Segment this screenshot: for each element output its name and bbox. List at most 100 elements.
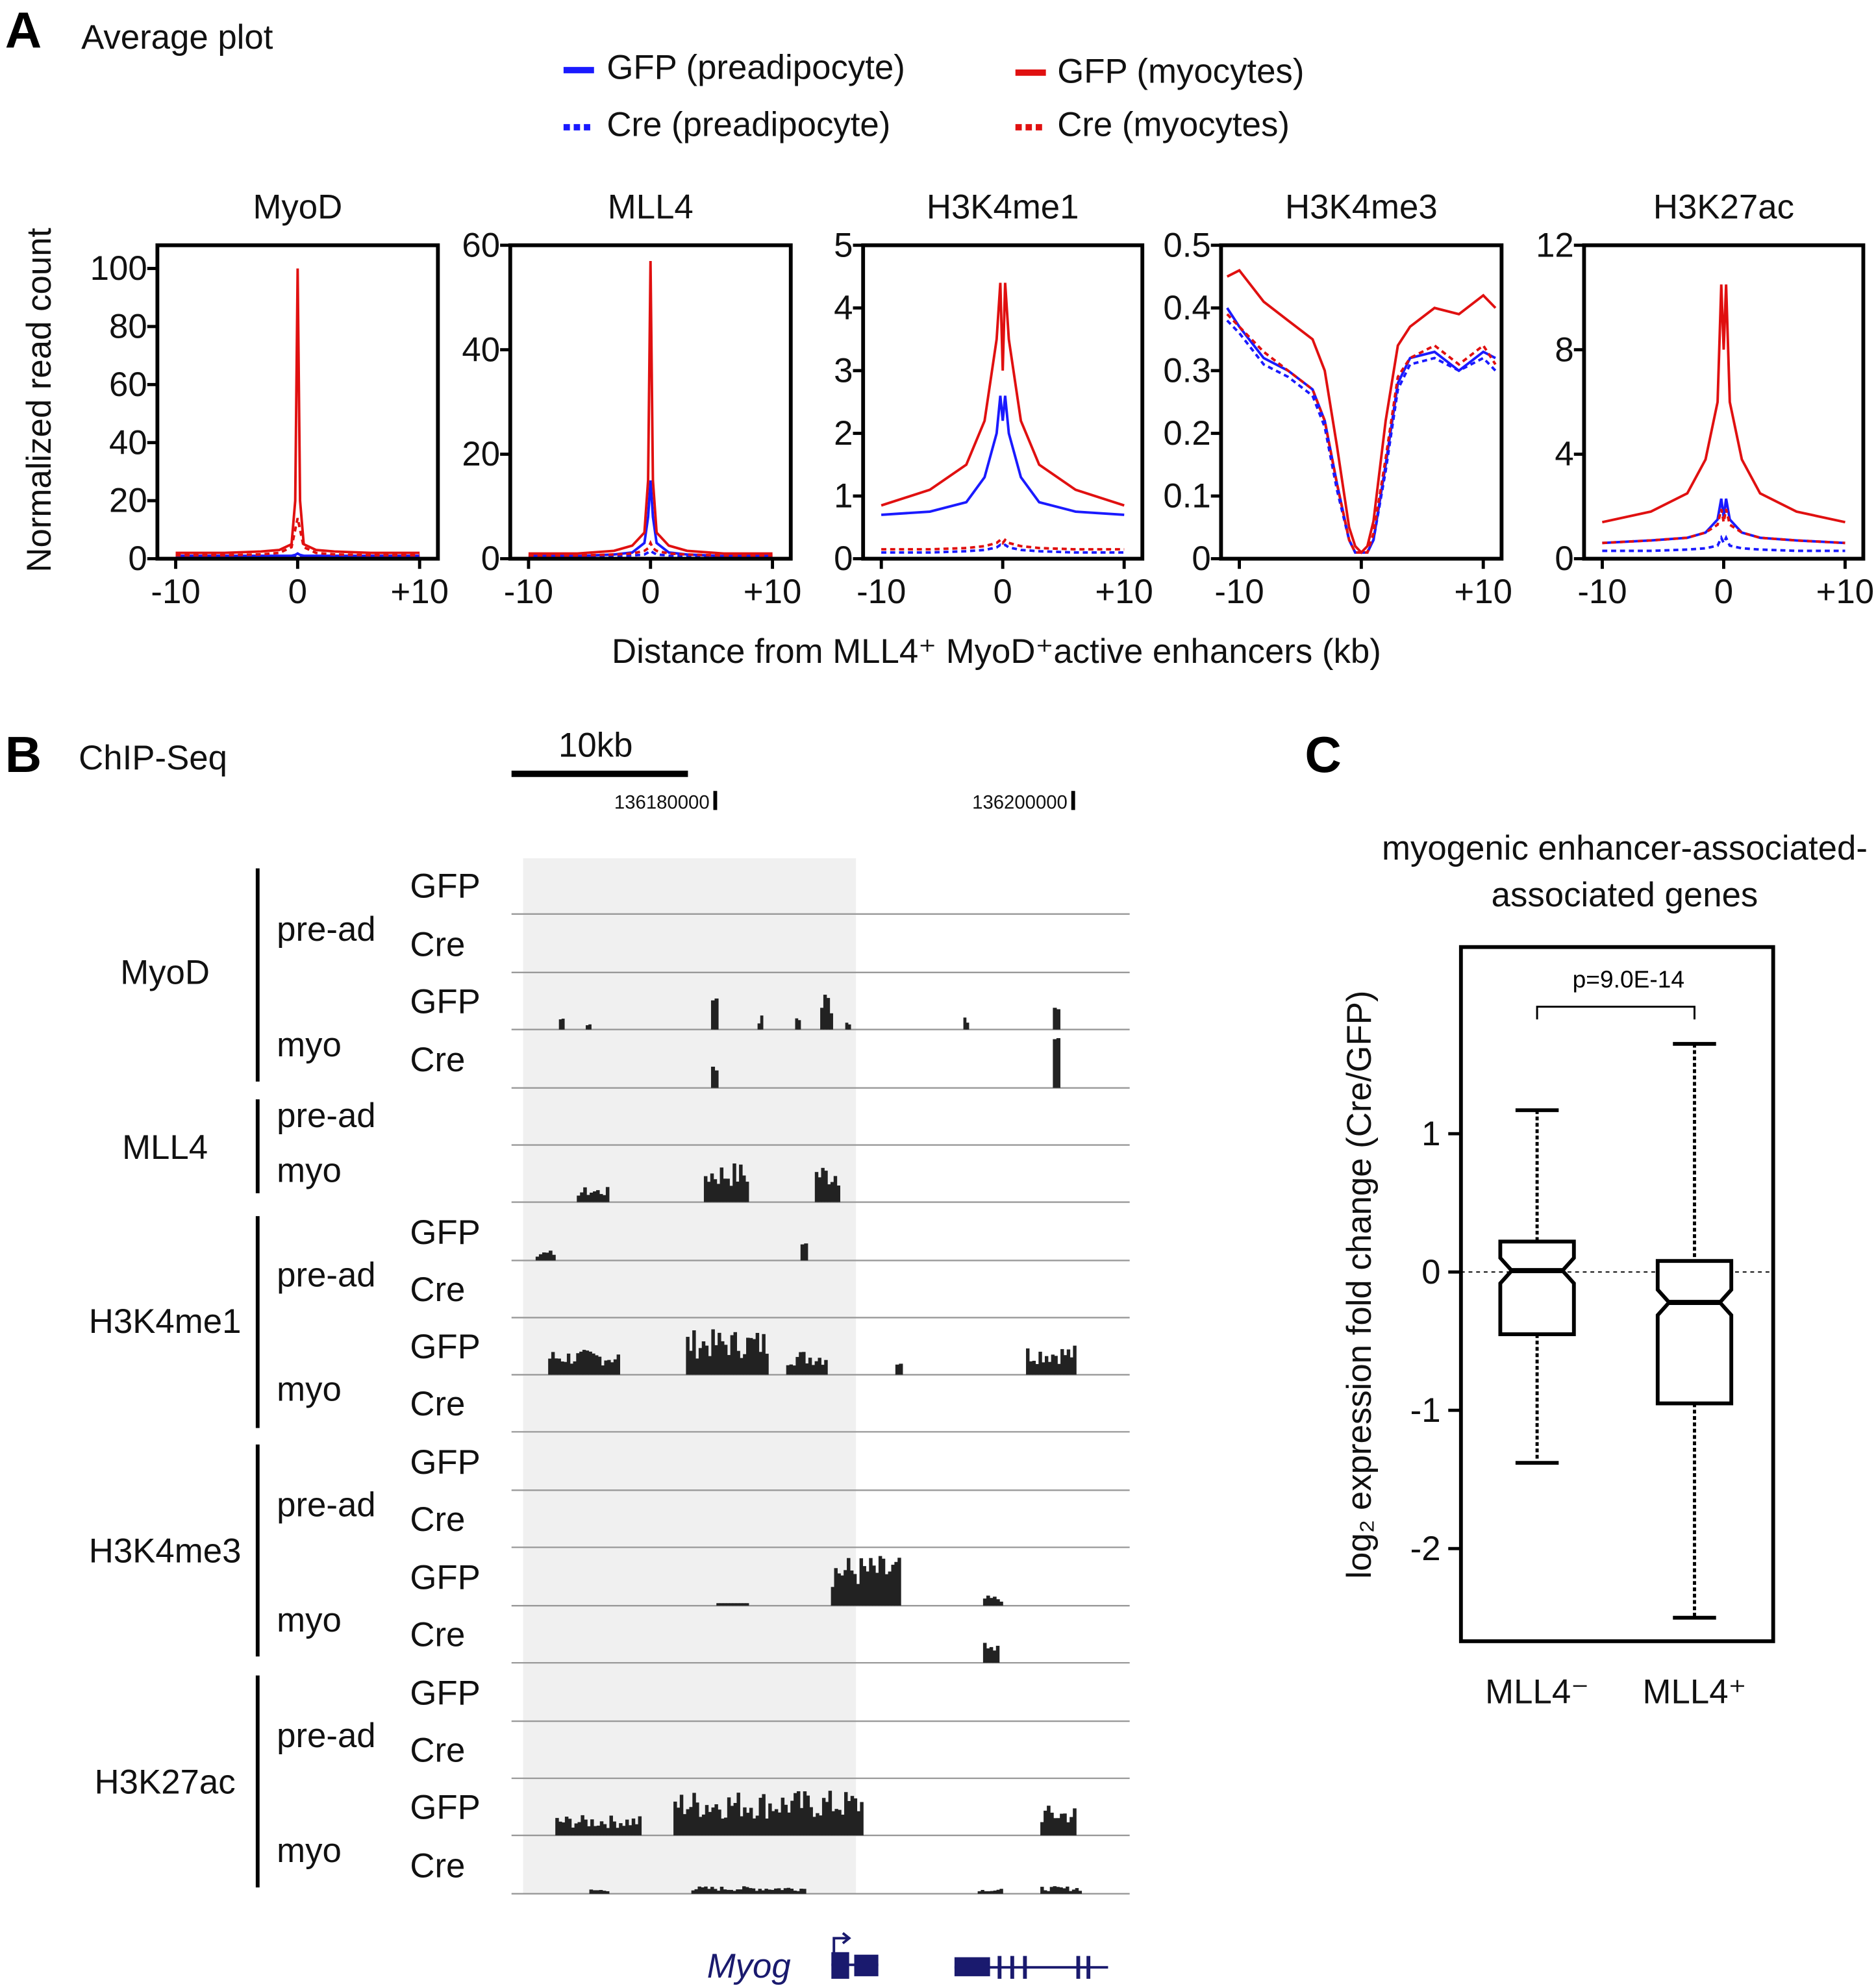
- signal-bar: [780, 1890, 784, 1894]
- signal-bar: [584, 1819, 588, 1835]
- series-line: [528, 549, 773, 558]
- signal-bar: [795, 1357, 799, 1375]
- signal-bar: [768, 1803, 772, 1835]
- x-tick-label: +10: [390, 573, 449, 611]
- signal-bar: [786, 1365, 790, 1375]
- sample-label: Cre: [410, 1041, 465, 1079]
- signal-bar: [716, 1891, 721, 1894]
- signal-bar: [1071, 1889, 1076, 1894]
- signal-bar: [806, 1795, 810, 1835]
- signal-bar: [762, 1794, 766, 1835]
- signal-bar: [891, 1565, 895, 1606]
- boxplot-y-label: log₂ expression fold change (Cre/GFP): [1340, 991, 1379, 1579]
- signal-bar: [560, 1361, 564, 1375]
- x-tick-label: -10: [1214, 573, 1264, 611]
- signal-bar: [1066, 1886, 1069, 1894]
- chart-title: H3K4me1: [927, 188, 1079, 227]
- signal-bar: [710, 1887, 714, 1894]
- signal-bar: [691, 1890, 695, 1894]
- signal-bar: [831, 1587, 835, 1606]
- y-tick-label: 0.5: [1163, 226, 1210, 264]
- signal-bar: [774, 1888, 778, 1894]
- signal-bar: [689, 1350, 693, 1375]
- gene-exon: [1023, 1956, 1027, 1979]
- y-tick-label: 80: [109, 308, 147, 346]
- signal-bar: [551, 1352, 555, 1375]
- signal-bar: [999, 1889, 1003, 1894]
- signal-bar: [984, 1891, 988, 1894]
- x-tick-label: +10: [1095, 573, 1153, 611]
- signal-bar: [723, 1178, 727, 1202]
- signal-bar: [768, 1889, 771, 1894]
- signal-bar: [804, 1243, 808, 1261]
- signal-bar: [593, 1826, 597, 1835]
- signal-bar: [716, 1603, 720, 1606]
- signal-bar: [757, 1023, 761, 1030]
- track: [511, 995, 1130, 1030]
- sample-label: GFP: [410, 982, 480, 1021]
- y-tick-label: 60: [109, 366, 147, 404]
- signal-bar: [719, 1886, 724, 1894]
- signal-bar: [628, 1825, 632, 1835]
- signal-bar: [612, 1821, 616, 1835]
- signal-bar: [557, 1358, 561, 1375]
- category-label: MLL4⁺: [1643, 1673, 1747, 1711]
- signal-bar: [742, 1603, 746, 1606]
- signal-bar: [695, 1802, 699, 1835]
- signal-bar: [713, 1889, 718, 1894]
- signal-bar: [710, 1066, 716, 1088]
- signal-bar: [740, 1358, 744, 1375]
- y-tick-label: 8: [1555, 330, 1573, 369]
- gene-exon: [1086, 1956, 1091, 1979]
- signal-bar: [592, 1890, 597, 1894]
- signal-bar: [698, 1348, 703, 1375]
- signal-bar: [701, 1887, 705, 1894]
- x-tick-label: 0: [641, 573, 660, 611]
- signal-bar: [765, 1354, 769, 1375]
- signal-bar: [749, 1808, 753, 1835]
- sample-label: GFP: [410, 867, 480, 905]
- signal-bar: [816, 1813, 819, 1835]
- signal-bar: [580, 1192, 584, 1202]
- signal-bar: [679, 1795, 684, 1835]
- signal-bar: [579, 1351, 583, 1375]
- signal-bar: [726, 1178, 730, 1202]
- track-group-h3k4me1: H3K4me1 pre-ad GFP Cre myo GFP Cre: [89, 1213, 481, 1428]
- sample-label: Cre: [410, 1616, 465, 1654]
- signal-bar: [803, 1791, 807, 1835]
- gene-exon: [954, 1957, 990, 1976]
- signal-bar: [833, 1176, 838, 1202]
- signal-bar: [1040, 1887, 1044, 1894]
- signal-bar: [1029, 1361, 1033, 1375]
- y-tick-label: 1: [834, 477, 853, 516]
- significance-bracket: [1536, 1006, 1695, 1020]
- signal-bar: [577, 1195, 581, 1202]
- sample-label: GFP: [410, 1443, 480, 1482]
- signal-bar: [1060, 1348, 1064, 1375]
- signal-bar: [977, 1891, 982, 1894]
- panel-label-a: A: [5, 1, 42, 58]
- signal-bar: [599, 1821, 604, 1835]
- signal-bar: [726, 1603, 730, 1606]
- signal-bar: [821, 1365, 825, 1375]
- signal-bar: [748, 1888, 753, 1894]
- signal-bar: [1069, 1817, 1073, 1835]
- signal-bar: [738, 1603, 743, 1606]
- gene-exon: [997, 1956, 1002, 1979]
- signal-bar: [809, 1807, 813, 1835]
- series-line: [528, 260, 773, 555]
- series-line: [528, 480, 773, 558]
- signal-bar: [795, 1018, 799, 1030]
- signal-bar: [714, 998, 719, 1030]
- y-tick-label: 12: [1536, 226, 1574, 264]
- track-group-label: MyoD: [120, 953, 210, 991]
- signal-bar: [705, 1805, 709, 1835]
- signal-bar: [577, 1822, 581, 1835]
- signal-bar: [730, 1806, 734, 1835]
- signal-bar: [590, 1819, 594, 1835]
- signal-bar: [595, 1355, 599, 1375]
- plot-frame: [1458, 945, 1775, 1643]
- signal-bar: [713, 1179, 718, 1202]
- box-2: MLL4⁺: [1643, 1041, 1747, 1711]
- signal-bar: [1043, 1890, 1047, 1894]
